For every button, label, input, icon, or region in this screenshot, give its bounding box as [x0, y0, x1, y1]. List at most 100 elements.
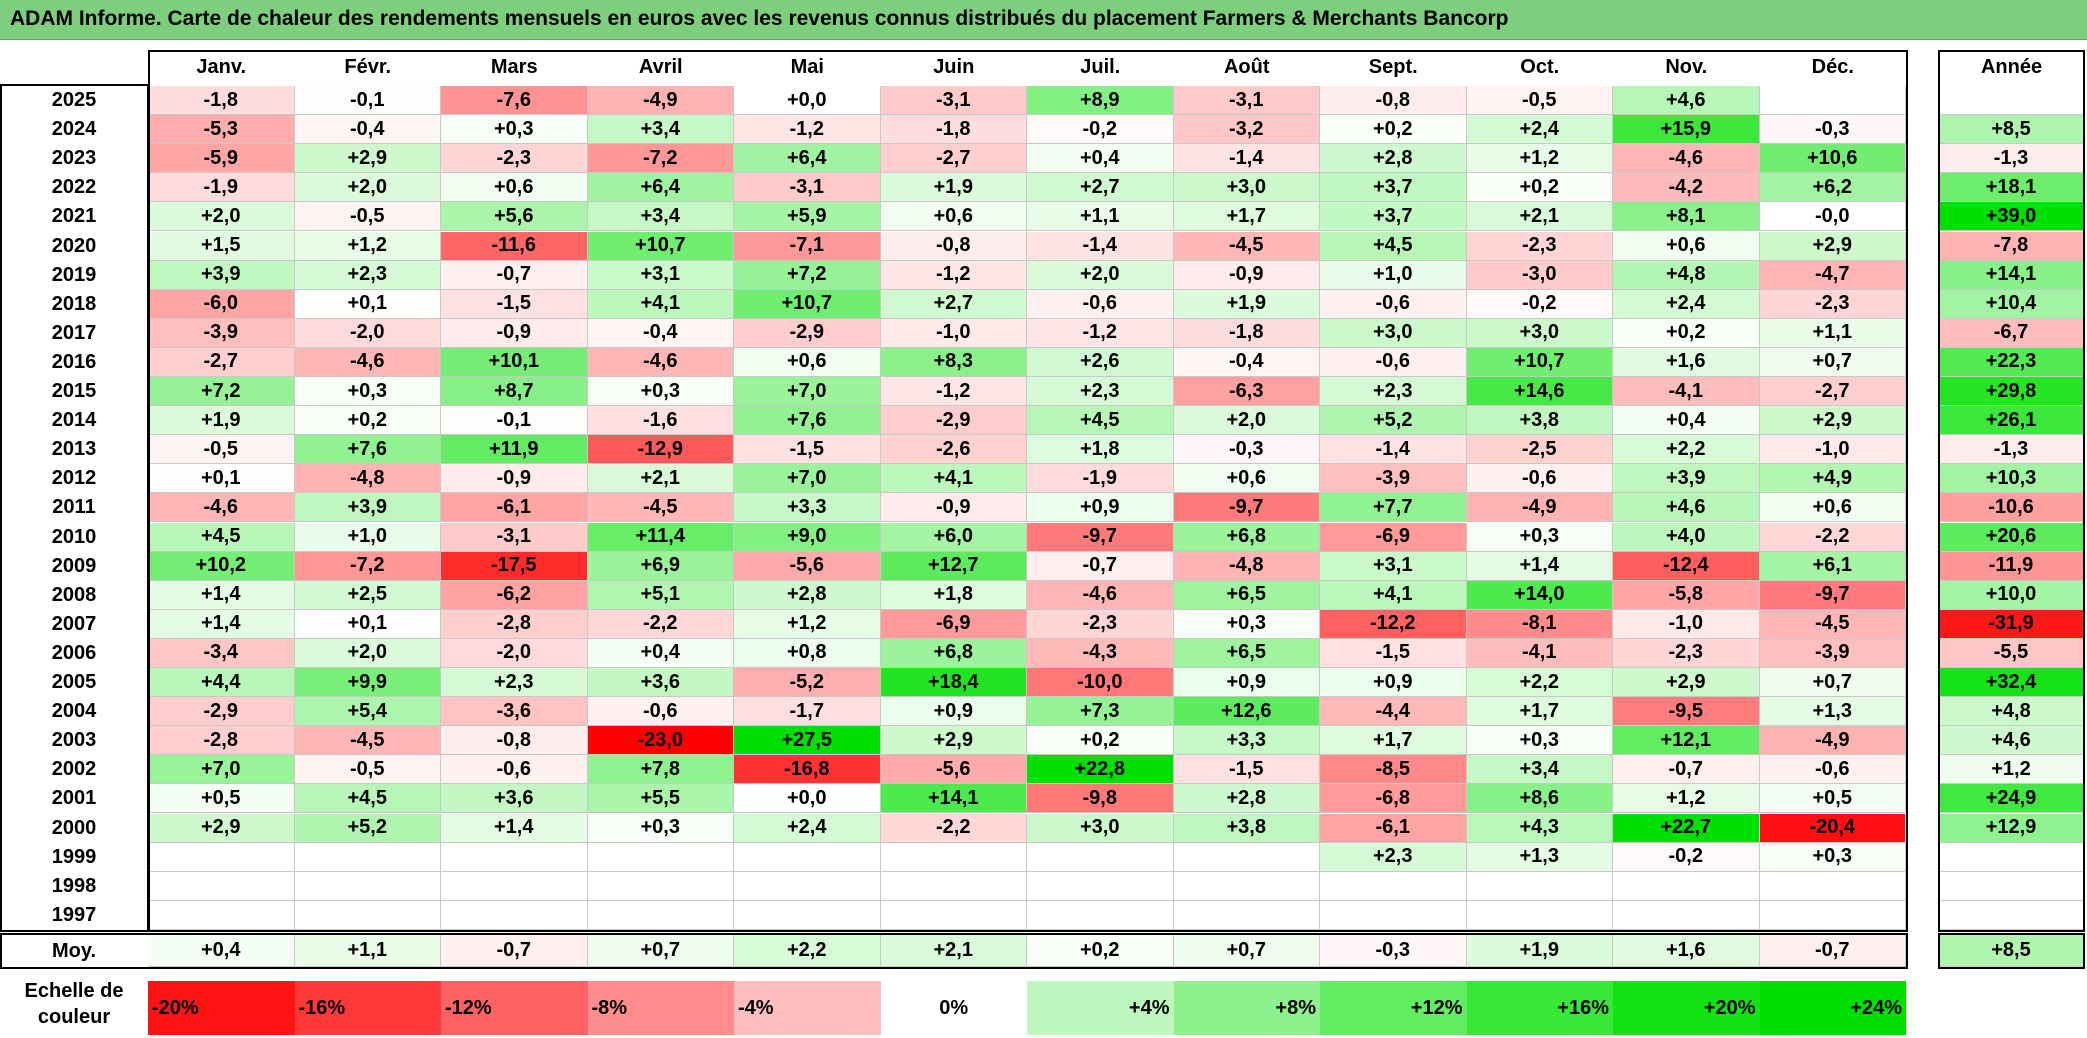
heatmap-cell: +7,0 [148, 755, 295, 785]
heatmap-cell: +8,3 [880, 347, 1027, 377]
heatmap-cell: -0,9 [441, 318, 588, 348]
heatmap-cell: +1,8 [880, 580, 1027, 610]
color-scale-swatch: -8% [587, 981, 734, 1035]
annual-cell: +14,1 [1939, 260, 2084, 290]
heatmap-cell: -9,5 [1613, 697, 1760, 727]
heatmap-cell: +1,5 [148, 231, 295, 261]
heatmap-cell: +7,8 [587, 755, 734, 785]
heatmap-cell: -5,6 [734, 551, 881, 581]
color-scale-swatch: -16% [294, 981, 441, 1035]
heatmap-cell: -9,7 [1759, 580, 1906, 610]
heatmap-cell: -2,8 [148, 726, 295, 756]
heatmap-cell: +7,2 [734, 260, 881, 290]
heatmap-cell: +0,9 [1173, 668, 1320, 698]
heatmap-cell: +3,8 [1173, 813, 1320, 843]
heatmap-cell: -0,6 [1027, 289, 1174, 319]
heatmap-cell [1613, 871, 1760, 901]
heatmap-cell: +14,1 [880, 784, 1027, 814]
heatmap-cell: +1,0 [294, 522, 441, 552]
month-header: Mai [790, 55, 824, 78]
heatmap-cell [880, 871, 1027, 901]
heatmap-cell [734, 842, 881, 872]
heatmap-cell: -1,5 [441, 289, 588, 319]
month-header: Juin [933, 55, 975, 78]
heatmap-cell: +1,4 [148, 580, 295, 610]
heatmap-cell: +0,9 [1027, 493, 1174, 523]
heatmap-cell: +9,0 [734, 522, 881, 552]
month-header: Nov. [1665, 55, 1708, 78]
heatmap-cell: +22,8 [1027, 755, 1174, 785]
heatmap-cell: -1,2 [734, 115, 881, 145]
average-cell: +0,7 [587, 935, 734, 967]
year-label: 2003 [51, 729, 97, 752]
heatmap-cell: +2,2 [1613, 435, 1760, 465]
heatmap-cell: +6,5 [1173, 580, 1320, 610]
heatmap-cell: -2,7 [1759, 377, 1906, 407]
heatmap-cell: -1,4 [1173, 144, 1320, 174]
annual-cell: +4,6 [1939, 726, 2084, 756]
average-label: Moy. [51, 939, 97, 962]
heatmap-cell: +1,2 [734, 609, 881, 639]
heatmap-cell: -2,2 [1759, 522, 1906, 552]
heatmap-cell: +2,9 [294, 144, 441, 174]
heatmap-cell [1027, 900, 1174, 930]
heatmap-cell: +0,1 [148, 464, 295, 494]
month-header: Juil. [1080, 55, 1121, 78]
heatmap-cell: -0,2 [1613, 842, 1760, 872]
heatmap-cell: +5,5 [587, 784, 734, 814]
heatmap-cell: -0,9 [1173, 260, 1320, 290]
heatmap-cell: -1,7 [734, 697, 881, 727]
heatmap-cell: -4,5 [1759, 609, 1906, 639]
heatmap-cell: -7,2 [587, 144, 734, 174]
heatmap-cell: +6,1 [1759, 551, 1906, 581]
heatmap-cell: +10,1 [441, 347, 588, 377]
year-label: 2021 [51, 205, 97, 228]
average-cell: +0,4 [148, 935, 295, 967]
heatmap-cell: +4,5 [1027, 406, 1174, 436]
heatmap-cell: +0,6 [1613, 231, 1760, 261]
color-scale-label: Echelle de couleur [24, 980, 124, 1028]
heatmap-cell: +6,8 [880, 638, 1027, 668]
heatmap-cell: +7,0 [734, 377, 881, 407]
heatmap-cell [148, 871, 295, 901]
heatmap-cell: +1,7 [1320, 726, 1467, 756]
heatmap-cell [294, 900, 441, 930]
annual-header: Année [1980, 55, 2043, 78]
heatmap-cell: -4,3 [1027, 638, 1174, 668]
heatmap-cell: +0,1 [294, 609, 441, 639]
heatmap-cell [1759, 86, 1906, 116]
heatmap-cell: -0,6 [1759, 755, 1906, 785]
heatmap-cell [734, 871, 881, 901]
heatmap-cell: -12,2 [1320, 609, 1467, 639]
heatmap-cell: +5,9 [734, 202, 881, 232]
average-cell: +1,1 [294, 935, 441, 967]
heatmap-cell: -3,0 [1466, 260, 1613, 290]
heatmap-cell: -5,9 [148, 144, 295, 174]
heatmap-cell: -4,6 [1613, 144, 1760, 174]
heatmap-cell: +4,0 [1613, 522, 1760, 552]
annual-cell: +22,3 [1939, 347, 2084, 377]
heatmap-cell: -2,8 [441, 609, 588, 639]
heatmap-cell: -6,0 [148, 289, 295, 319]
heatmap-cell: +0,4 [1027, 144, 1174, 174]
year-label: 2023 [51, 147, 97, 170]
heatmap-cell: -2,6 [880, 435, 1027, 465]
heatmap-cell: -4,6 [587, 347, 734, 377]
heatmap-cell: -9,7 [1027, 522, 1174, 552]
heatmap-cell: +2,7 [880, 289, 1027, 319]
heatmap-cell: -2,3 [1027, 609, 1174, 639]
heatmap-cell: +6,0 [880, 522, 1027, 552]
heatmap-cell: -1,5 [734, 435, 881, 465]
annual-cell: +10,4 [1939, 289, 2084, 319]
heatmap-cell: -0,7 [1027, 551, 1174, 581]
heatmap-cell: +3,0 [1466, 318, 1613, 348]
heatmap-cell: -0,8 [1320, 86, 1467, 116]
heatmap-cell: -6,1 [441, 493, 588, 523]
heatmap-cell [1320, 900, 1467, 930]
heatmap-cell: -1,2 [880, 377, 1027, 407]
heatmap-cell: -2,9 [880, 406, 1027, 436]
heatmap-cell: +3,8 [1466, 406, 1613, 436]
heatmap-cell: -0,7 [441, 260, 588, 290]
heatmap-cell: -0,5 [294, 755, 441, 785]
